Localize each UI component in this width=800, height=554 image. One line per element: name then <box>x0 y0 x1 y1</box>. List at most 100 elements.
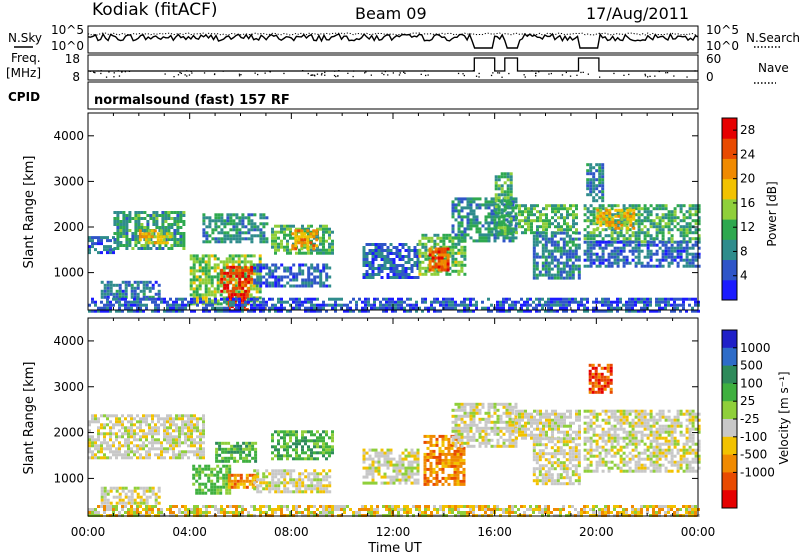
heatmap-cell <box>494 205 498 209</box>
heatmap-cell <box>547 252 551 256</box>
heatmap-cell <box>286 487 290 491</box>
heatmap-cell <box>583 213 587 217</box>
heatmap-cell <box>511 200 515 204</box>
heatmap-cell <box>490 309 493 313</box>
heatmap-cell <box>106 248 109 252</box>
heatmap-cell <box>195 296 199 300</box>
heatmap-cell <box>139 447 142 451</box>
heatmap-cell <box>658 264 662 268</box>
heatmap-cell <box>300 238 304 242</box>
heatmap-cell <box>583 228 587 232</box>
heatmap-cell <box>616 225 620 229</box>
heatmap-cell <box>592 199 596 203</box>
heatmap-cell <box>210 284 214 288</box>
heatmap-cell <box>598 172 602 176</box>
heatmap-cell <box>155 226 159 229</box>
heatmap-cell <box>571 243 575 247</box>
heatmap-cell <box>331 248 334 252</box>
heatmap-cell <box>362 273 366 276</box>
heatmap-cell <box>509 217 513 221</box>
heatmap-cell <box>195 260 199 264</box>
heatmap-cell <box>380 475 384 479</box>
heatmap-cell <box>451 224 455 228</box>
heatmap-cell <box>386 475 390 479</box>
heatmap-cell <box>616 306 619 310</box>
heatmap-cell <box>322 266 326 270</box>
heatmap-cell <box>514 306 517 310</box>
heatmap-cell <box>655 228 659 232</box>
heatmap-cell <box>407 460 411 464</box>
heatmap-cell <box>91 239 94 243</box>
heatmap-cell <box>322 236 325 240</box>
heatmap-cell <box>148 456 151 460</box>
heatmap-cell <box>598 184 602 188</box>
heatmap-cell <box>301 484 305 488</box>
heatmap-cell <box>565 273 569 277</box>
heatmap-cell <box>109 420 112 424</box>
heatmap-cell <box>413 261 417 264</box>
heatmap-cell <box>392 264 396 267</box>
heatmap-cell <box>446 259 450 263</box>
heatmap-cell <box>196 435 199 439</box>
heatmap-cell <box>169 417 172 421</box>
heatmap-cell <box>691 252 695 256</box>
heatmap-cell <box>309 241 313 245</box>
heatmap-cell <box>685 264 689 268</box>
heatmap-cell <box>509 211 513 215</box>
heatmap-cell <box>133 309 136 313</box>
heatmap-cell <box>176 223 180 226</box>
heatmap-cell <box>592 231 596 235</box>
heatmap-cell <box>106 295 110 299</box>
heatmap-cell <box>304 278 308 282</box>
heatmap-cell <box>289 297 292 301</box>
heatmap-cell <box>224 450 228 454</box>
heatmap-cell <box>298 272 302 276</box>
heatmap-cell <box>187 429 190 433</box>
heatmap-cell <box>331 230 334 234</box>
heatmap-cell <box>439 245 443 249</box>
heatmap-cell <box>661 249 665 253</box>
heatmap-cell <box>685 243 689 247</box>
heatmap-cell <box>218 453 222 457</box>
heatmap-cell <box>530 213 533 217</box>
heatmap-cell <box>625 225 629 229</box>
heatmap-cell <box>565 309 568 313</box>
heatmap-cell <box>383 475 387 479</box>
heatmap-cell <box>130 432 133 436</box>
heatmap-cell <box>457 200 461 204</box>
heatmap-cell <box>294 235 298 239</box>
heatmap-cell <box>219 488 223 492</box>
heatmap-cell <box>245 456 249 460</box>
heatmap-cell <box>380 451 384 455</box>
heatmap-cell <box>112 297 115 301</box>
heatmap-cell <box>134 223 138 226</box>
heatmap-cell <box>589 246 593 250</box>
heatmap-cell <box>661 297 664 301</box>
heatmap-cell <box>559 246 563 250</box>
heatmap-cell <box>198 464 202 468</box>
heatmap-cell <box>517 309 520 313</box>
heatmap-cell <box>610 231 614 235</box>
heatmap-cell <box>673 219 677 223</box>
heatmap-cell <box>289 454 292 458</box>
heatmap-cell <box>258 287 262 291</box>
heatmap-cell <box>658 303 661 307</box>
heatmap-cell <box>643 264 647 268</box>
heatmap-cell <box>217 309 220 313</box>
heatmap-cell <box>682 228 686 232</box>
heatmap-cell <box>175 423 178 427</box>
heatmap-cell <box>295 439 298 443</box>
heatmap-cell <box>231 254 235 258</box>
heatmap-cell <box>529 297 532 301</box>
heatmap-cell <box>509 178 513 182</box>
heatmap-cell <box>118 447 121 451</box>
heatmap-cell <box>550 261 554 265</box>
heatmap-cell <box>446 253 450 257</box>
heatmap-cell <box>637 216 641 220</box>
heatmap-cell <box>409 306 412 310</box>
heatmap-cell <box>160 417 163 421</box>
heatmap-cell <box>451 303 454 307</box>
heatmap-cell <box>469 200 473 204</box>
heatmap-cell <box>238 283 242 287</box>
heatmap-cell <box>589 163 593 167</box>
